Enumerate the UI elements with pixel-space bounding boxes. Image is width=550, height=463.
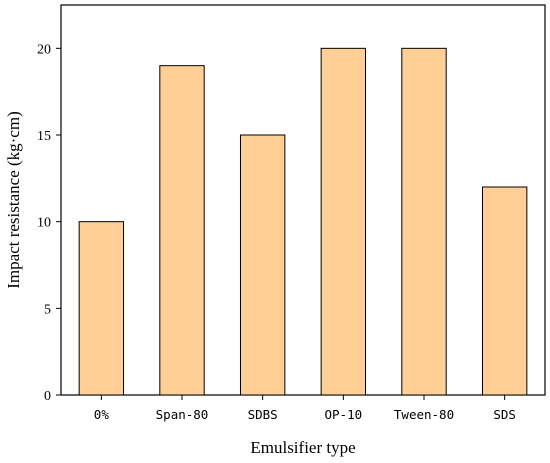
y-tick-label-2: 10 <box>37 216 51 231</box>
x-tick-label-0: 0% <box>94 407 110 422</box>
plot-frame <box>60 4 546 396</box>
y-tick-label-1: 5 <box>44 302 51 317</box>
x-tick-label-5: SDS <box>493 407 516 422</box>
x-tick-label-1: Span-80 <box>156 407 209 422</box>
x-tick-label-4: Tween-80 <box>394 407 454 422</box>
bar-2 <box>239 134 286 396</box>
bar-3 <box>320 47 367 396</box>
y-tick-label-0: 0 <box>44 389 51 404</box>
y-axis-title: Impact resistance (kg·cm) <box>4 111 23 288</box>
bar-4 <box>401 47 447 396</box>
y-axis-ticks: 0 5 10 15 20 <box>37 42 61 404</box>
bar-1 <box>159 65 205 396</box>
y-tick-label-3: 15 <box>37 129 51 144</box>
y-tick-label-4: 20 <box>37 42 51 57</box>
bars-group <box>78 47 528 396</box>
bar-0 <box>78 221 125 396</box>
x-axis-title: Emulsifier type <box>250 438 355 457</box>
bar-5 <box>481 186 528 396</box>
x-tick-label-2: SDBS <box>248 407 278 422</box>
x-tick-label-3: OP-10 <box>325 407 363 422</box>
x-axis-ticks: 0% Span-80 SDBS OP-10 Tween-80 SDS <box>94 395 516 422</box>
